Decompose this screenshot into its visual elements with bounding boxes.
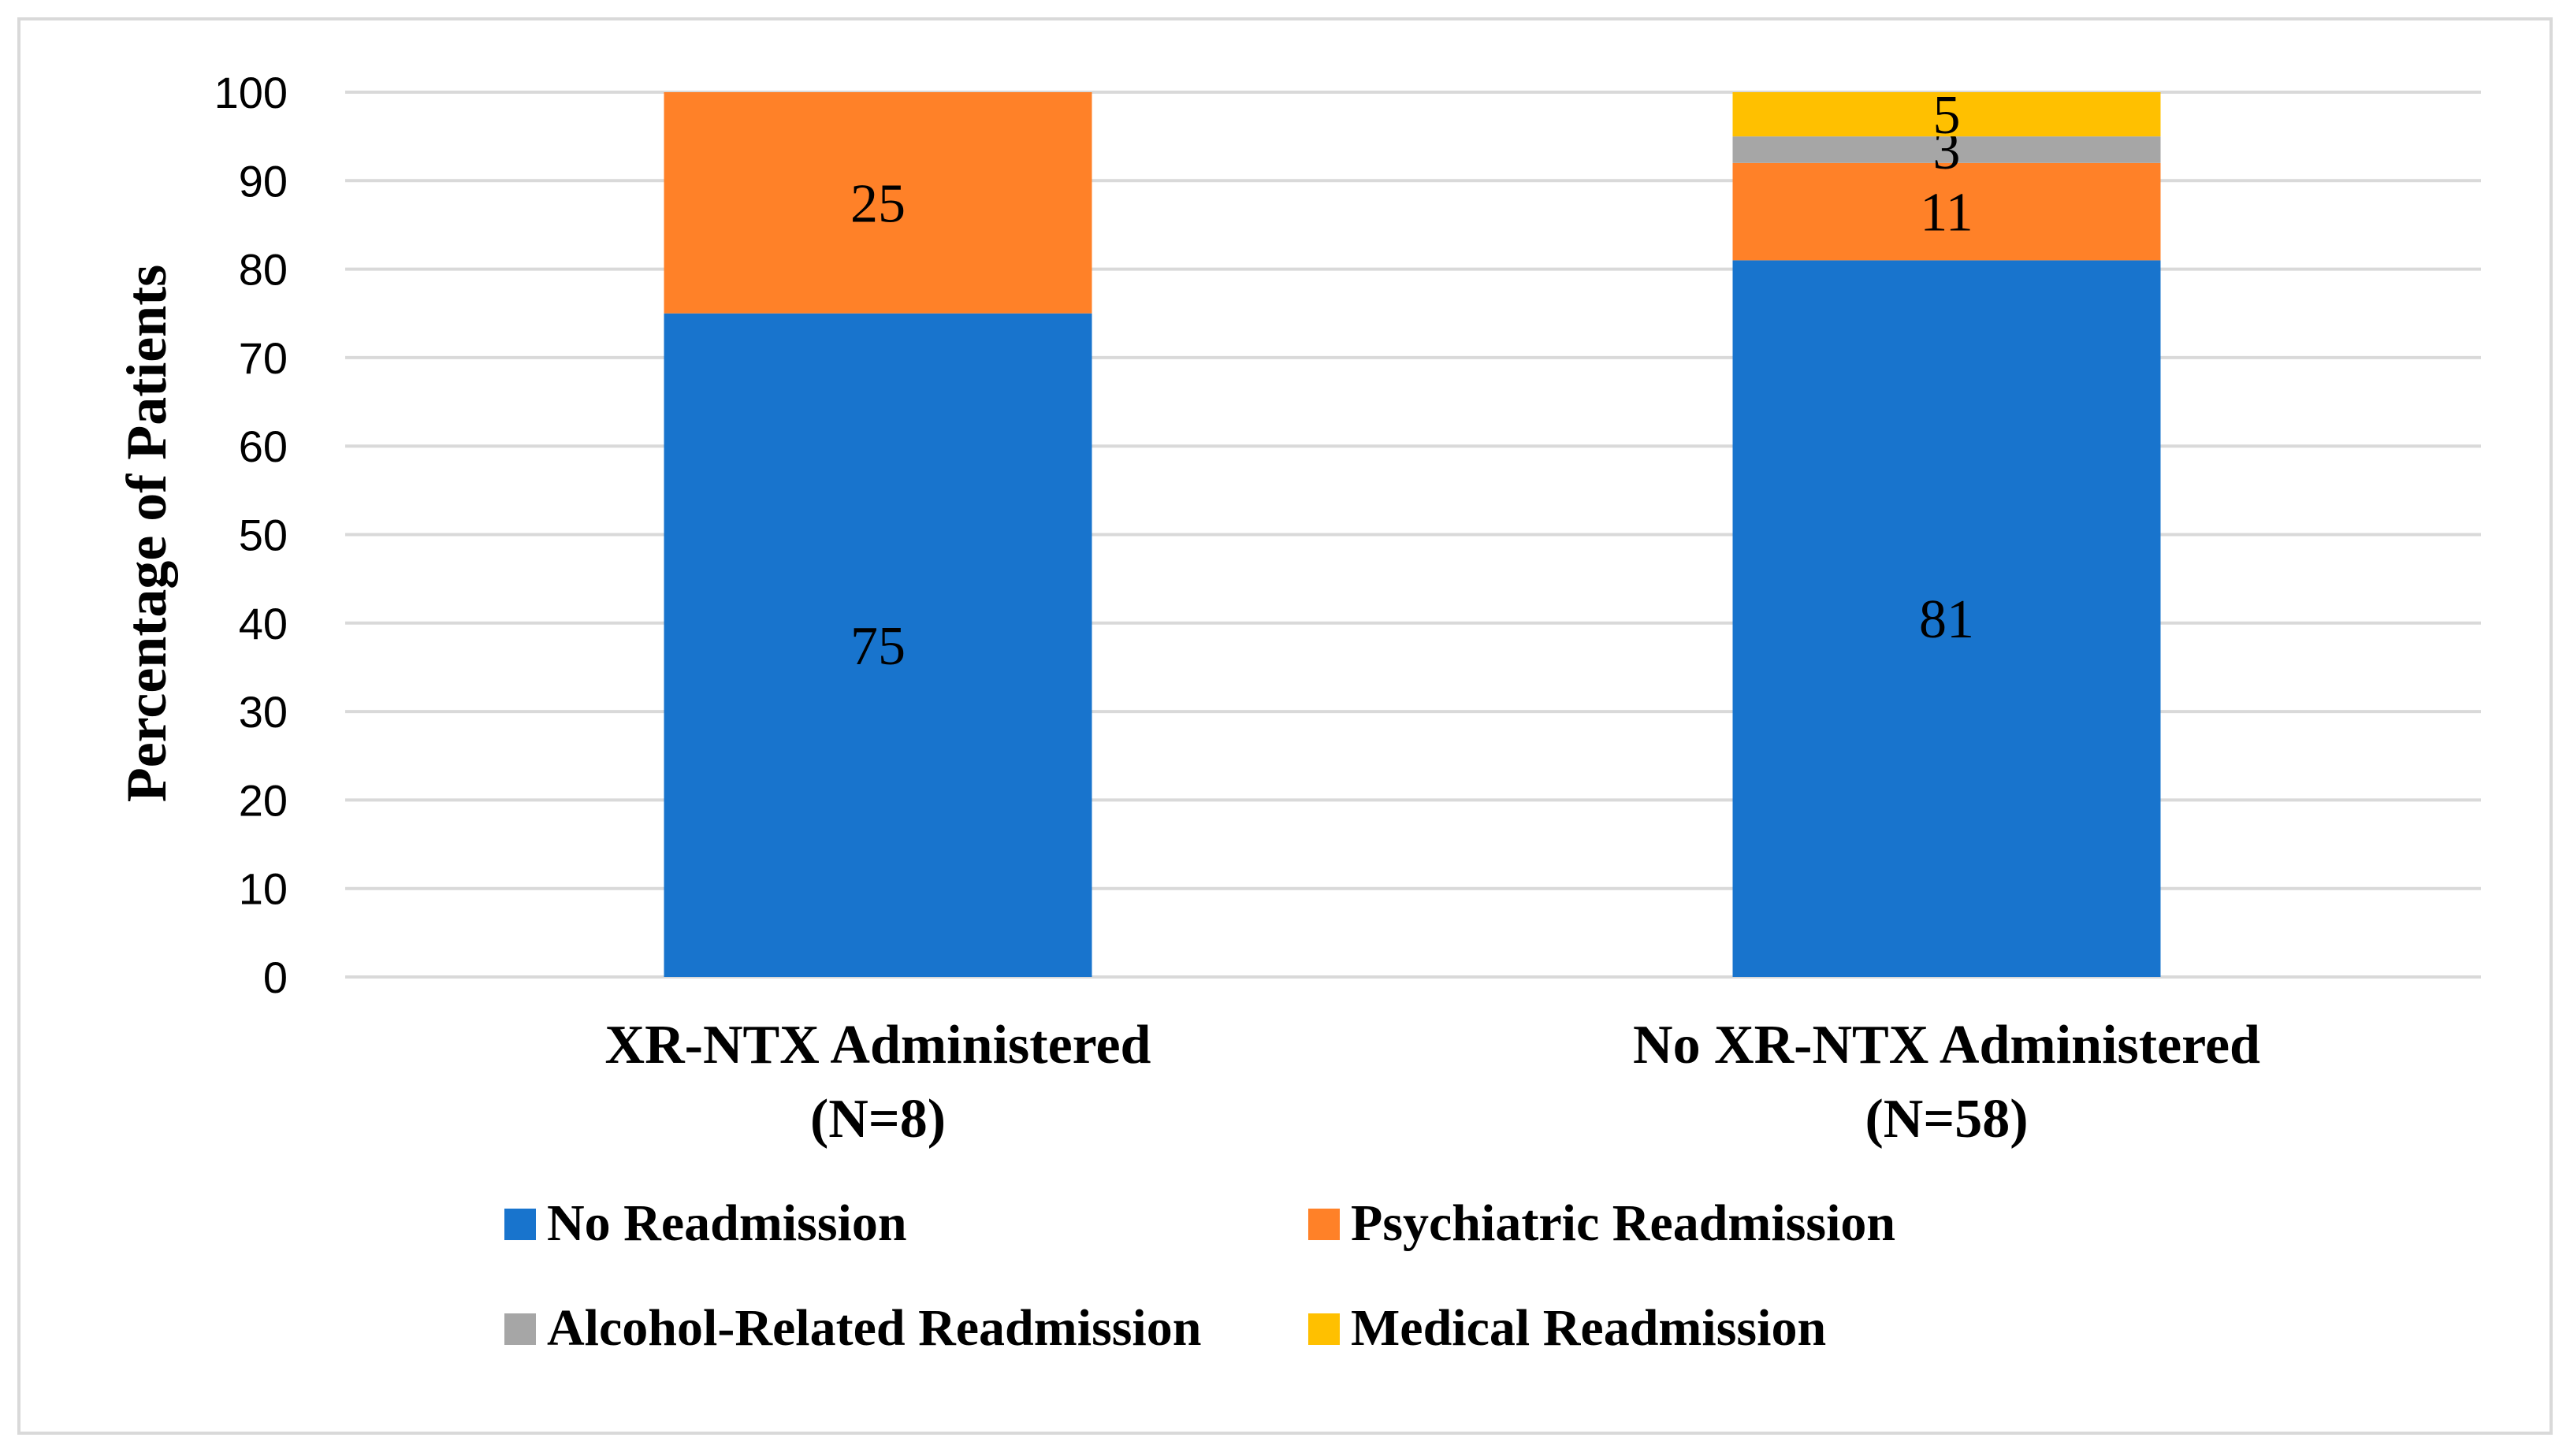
chart-border bbox=[17, 17, 2553, 1435]
y-tick-label-40: 40 bbox=[239, 599, 288, 648]
x-category-label-2-line-1: No XR-NTX Administered bbox=[1633, 1015, 2260, 1075]
bar-medical-readmission-2 bbox=[1732, 92, 2161, 137]
data-label-psychiatric-readmission-2: 11 bbox=[1920, 183, 1973, 243]
y-tick-label-90: 90 bbox=[239, 156, 288, 206]
y-tick-label-100: 100 bbox=[214, 68, 288, 117]
y-tick-label-30: 30 bbox=[239, 687, 288, 737]
legend-swatch-no-readmission bbox=[504, 1209, 536, 1240]
y-tick-label-0: 0 bbox=[263, 953, 288, 1002]
bar-alcohol-related-readmission-2 bbox=[1732, 136, 2161, 163]
bar-psychiatric-readmission-1 bbox=[664, 92, 1092, 314]
y-tick-label-10: 10 bbox=[239, 864, 288, 914]
bar-no-readmission-1 bbox=[664, 313, 1092, 977]
legend-swatch-alcohol-related-readmission bbox=[504, 1313, 536, 1345]
legend-label-alcohol-related-readmission: Alcohol-Related Readmission bbox=[547, 1299, 1201, 1357]
y-tick-label-80: 80 bbox=[239, 245, 288, 295]
x-category-label-2-line-2: (N=58) bbox=[1865, 1089, 2028, 1150]
legend-swatch-psychiatric-readmission bbox=[1308, 1209, 1340, 1240]
y-tick-label-20: 20 bbox=[239, 775, 288, 825]
y-tick-label-70: 70 bbox=[239, 333, 288, 383]
data-label-no-readmission-1: 75 bbox=[850, 616, 906, 677]
y-tick-label-60: 60 bbox=[239, 422, 288, 471]
legend-label-medical-readmission: Medical Readmission bbox=[1351, 1299, 1826, 1357]
x-category-label-1-line-1: XR-NTX Administered bbox=[605, 1015, 1151, 1075]
legend-label-psychiatric-readmission: Psychiatric Readmission bbox=[1351, 1194, 1895, 1252]
data-label-no-readmission-2: 81 bbox=[1919, 589, 1974, 650]
y-axis-ticks: 0 10 20 30 40 50 60 70 80 90 100 bbox=[214, 68, 288, 1002]
legend-swatch-medical-readmission bbox=[1308, 1313, 1340, 1345]
legend-label-no-readmission: No Readmission bbox=[547, 1194, 907, 1252]
x-axis-categories: XR-NTX Administered (N=8) No XR-NTX Admini… bbox=[605, 1015, 2260, 1150]
legend: No Readmission Psychiatric Readmission Alc… bbox=[504, 1194, 1895, 1357]
bar-no-readmission-2 bbox=[1732, 260, 2161, 977]
bar-psychiatric-readmission-2 bbox=[1732, 162, 2161, 261]
data-label-medical-readmission-2: 5 bbox=[1933, 85, 1961, 146]
y-axis-label: Percentage of Patients bbox=[115, 265, 178, 802]
x-category-label-1-line-2: (N=8) bbox=[810, 1089, 946, 1150]
y-tick-label-50: 50 bbox=[239, 511, 288, 560]
data-label-psychiatric-readmission-1: 25 bbox=[850, 173, 906, 234]
